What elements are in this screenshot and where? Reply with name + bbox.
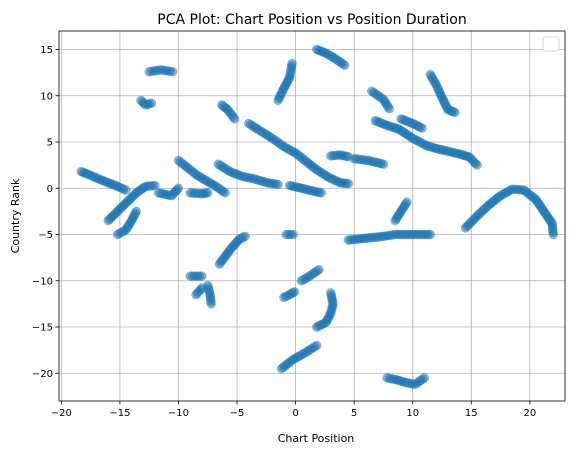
y-tick-label: 10 (40, 91, 53, 102)
scatter-point (316, 188, 327, 198)
scatter-point (472, 160, 482, 170)
y-tick-label: 15 (40, 45, 53, 56)
scatter-point (314, 264, 324, 275)
scatter-point (206, 299, 217, 309)
y-axis-label: Country Rank (9, 178, 22, 253)
scatter-point (229, 114, 240, 124)
chart-title: PCA Plot: Chart Position vs Position Dur… (157, 12, 466, 28)
x-tick-label: 0 (292, 408, 298, 419)
scatter-point (287, 58, 297, 69)
scatter-point (325, 288, 336, 298)
scatter-point (548, 229, 559, 240)
scatter-point (121, 185, 131, 195)
scatter-point (197, 271, 207, 281)
y-tick-label: −20 (32, 369, 53, 380)
scatter-point (173, 183, 184, 193)
scatter-point (273, 179, 283, 190)
scatter-point (340, 60, 350, 70)
scatter-point (146, 98, 157, 108)
scatter-point (167, 66, 178, 77)
scatter-points (76, 44, 559, 390)
y-tick-label: −10 (32, 276, 53, 287)
x-tick-label: 15 (465, 408, 478, 419)
y-tick-label: −15 (32, 323, 53, 334)
x-tick-label: −15 (109, 408, 130, 419)
scatter-point (240, 231, 250, 242)
scatter-point (417, 123, 427, 133)
x-axis-label: Chart Position (278, 432, 355, 445)
y-tick-label: 0 (47, 184, 53, 195)
y-tick-label: −5 (38, 230, 53, 241)
scatter-point (311, 340, 322, 351)
scatter-point (425, 229, 436, 240)
x-tick-label: −5 (230, 408, 245, 419)
scatter-point (450, 107, 460, 118)
legend-box (542, 36, 560, 52)
x-tick-label: −20 (51, 408, 72, 419)
scatter-point (203, 188, 213, 198)
scatter-point (131, 206, 142, 217)
scatter-point (343, 178, 354, 189)
y-tick-label: 5 (47, 138, 53, 149)
scatter-point (288, 229, 299, 240)
x-axis-ticks: −20 −15 −10 −5 0 5 10 15 20 (51, 401, 536, 419)
plot-frame (58, 30, 566, 402)
scatter-point (419, 373, 430, 383)
x-tick-label: 20 (523, 408, 536, 419)
scatter-point (378, 159, 389, 169)
scatter-point (289, 287, 300, 297)
x-tick-label: −10 (168, 408, 189, 419)
x-tick-label: 5 (351, 408, 357, 419)
scatter-point (402, 197, 412, 207)
scatter-point (220, 188, 231, 198)
x-tick-label: 10 (406, 408, 419, 419)
scatter-point (384, 103, 395, 114)
scatter-point (150, 180, 160, 191)
y-axis-ticks: −20 −15 −10 −5 0 5 10 15 (32, 45, 59, 380)
